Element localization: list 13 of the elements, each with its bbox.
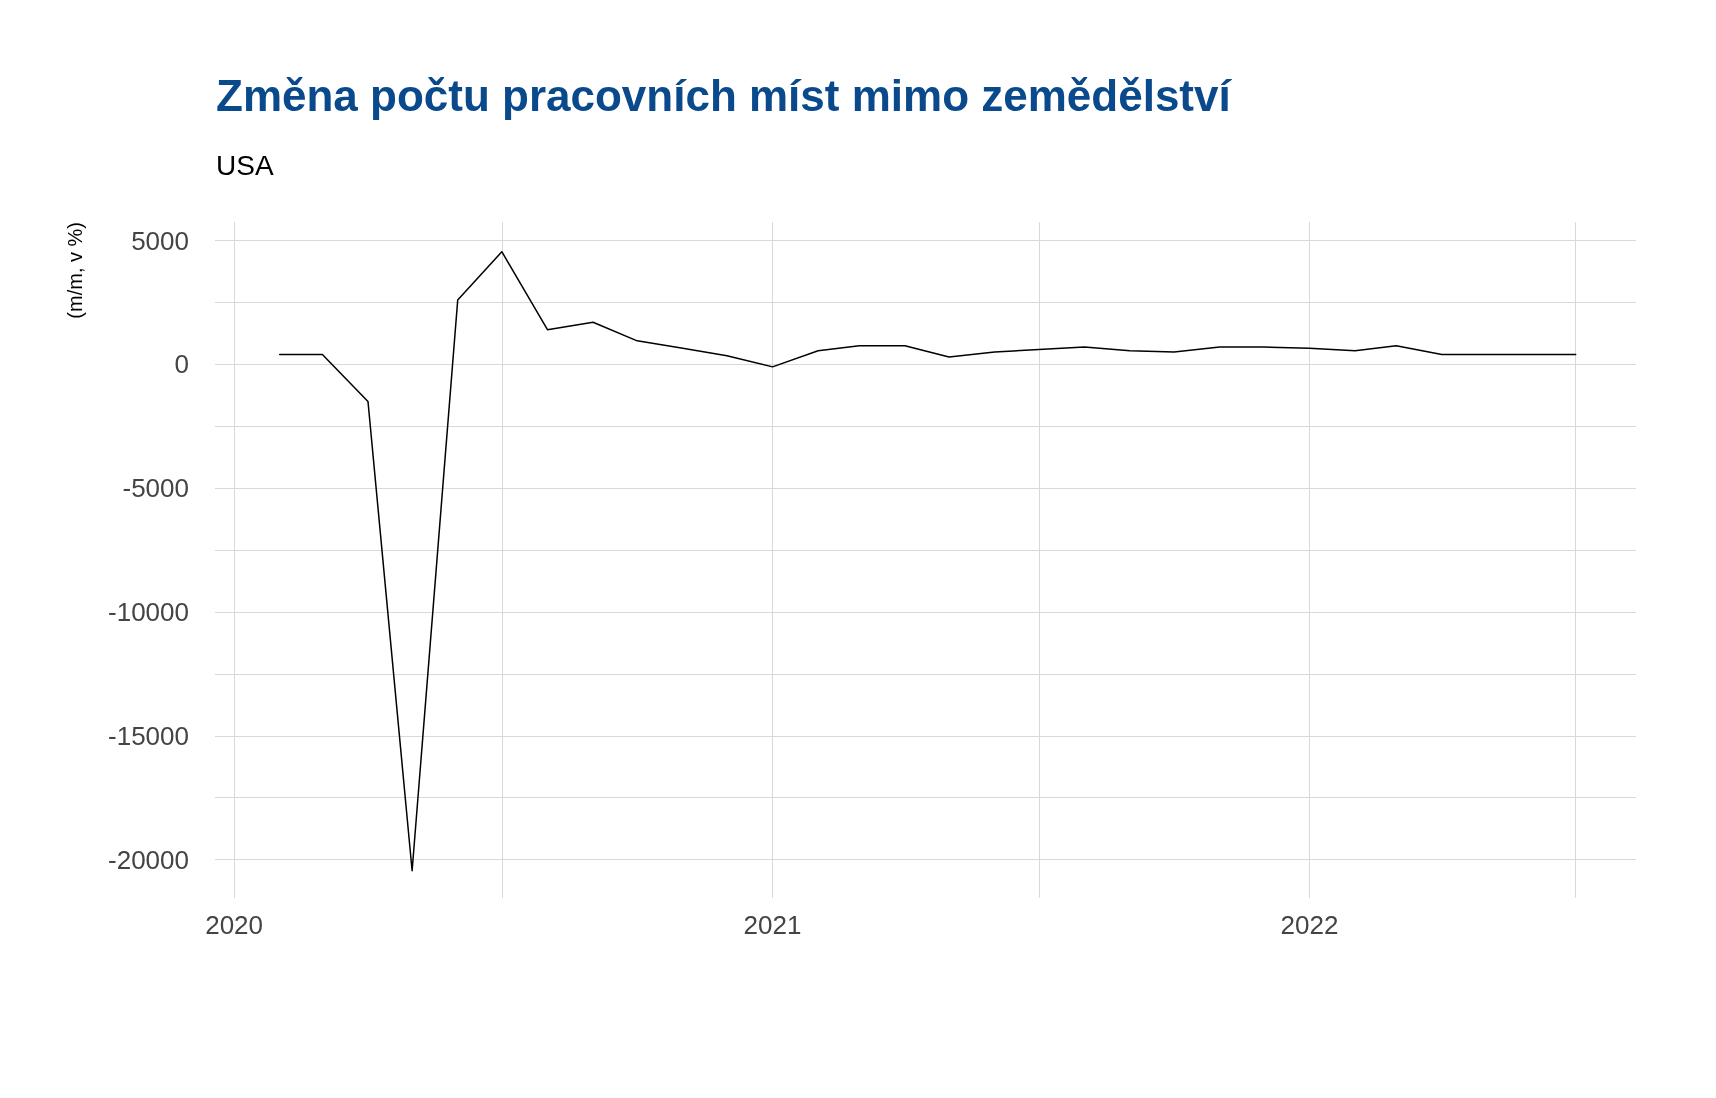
- y-axis-title: (m/m, v %): [64, 222, 86, 319]
- y-tick-label: -5000: [122, 473, 189, 504]
- y-tick-label: -15000: [108, 720, 189, 751]
- line-series: [278, 250, 1577, 872]
- x-tick-label: 2022: [1280, 910, 1339, 940]
- chart-subtitle: USA: [216, 149, 274, 181]
- y-tick-label: 0: [174, 349, 189, 380]
- y-tick-label: -10000: [108, 597, 189, 627]
- x-tick-label: 2020: [205, 910, 264, 940]
- chart-title: Změna počtu pracovních míst mimo zemědělství: [216, 70, 1233, 120]
- y-tick-label: -20000: [108, 844, 189, 875]
- x-tick-label: 2021: [743, 910, 802, 940]
- y-tick-label: 5000: [131, 225, 189, 256]
